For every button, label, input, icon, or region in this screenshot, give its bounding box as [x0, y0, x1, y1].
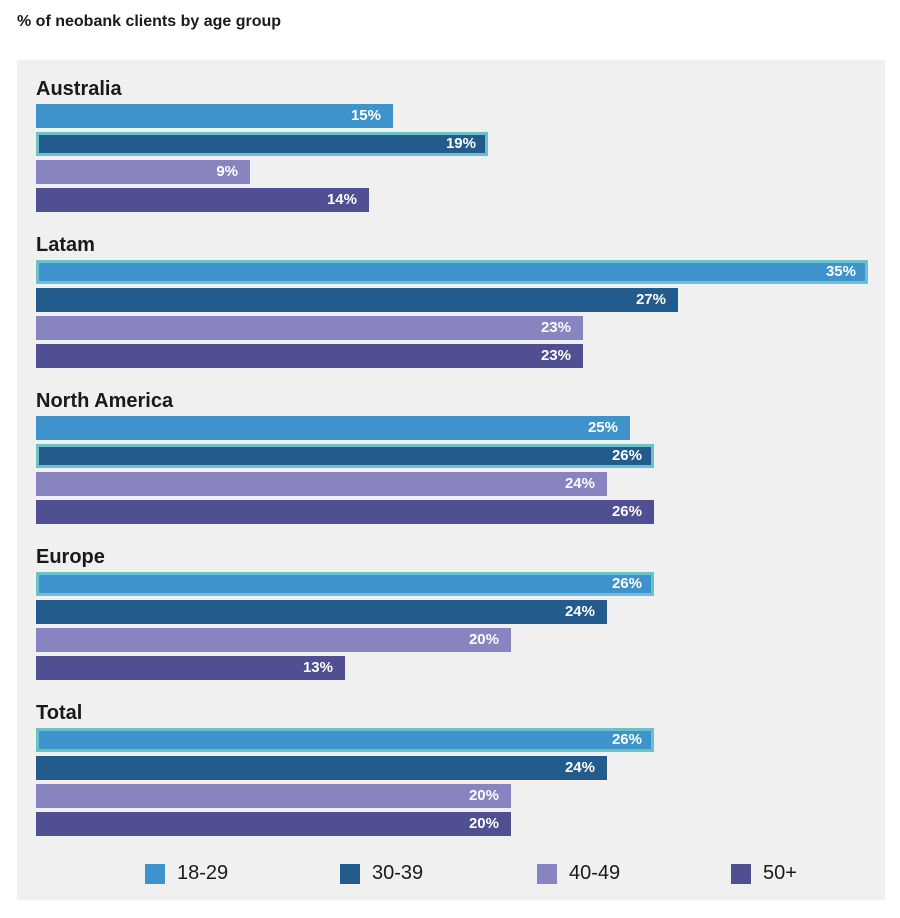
bar-value-label: 26% [611, 731, 642, 748]
bar-value-label: 24% [564, 759, 595, 776]
legend-label: 40-49 [569, 862, 621, 884]
bar-north-america-40-49: 24% [36, 472, 607, 496]
legend-label: 50+ [763, 862, 797, 884]
bar-value-label: 26% [611, 575, 642, 592]
bar-europe-30-39: 24% [36, 600, 607, 624]
legend-item-40-49: 40-49 [537, 862, 620, 885]
legend-swatch [145, 863, 165, 884]
legend-swatch [537, 863, 557, 884]
bar-europe-40-49: 20% [36, 628, 511, 652]
bar-australia-50+: 14% [36, 188, 369, 212]
bar-latam-40-49: 23% [36, 316, 583, 340]
bar-australia-40-49: 9% [36, 160, 250, 184]
bar-value-label: 24% [564, 603, 595, 620]
bar-north-america-50+: 26% [36, 500, 654, 524]
bar-value-label: 14% [326, 191, 357, 208]
bar-value-label: 26% [611, 447, 642, 464]
bar-value-label: 26% [611, 503, 642, 520]
legend-swatch [731, 863, 751, 884]
group-label-total: Total [36, 702, 83, 724]
bar-latam-30-39: 27% [36, 288, 678, 312]
bar-value-label: 20% [468, 631, 499, 648]
bar-value-label: 15% [350, 107, 381, 124]
bar-total-30-39: 24% [36, 756, 607, 780]
bar-value-label: 23% [540, 347, 571, 364]
group-label-australia: Australia [36, 78, 122, 100]
bar-total-18-29: 26% [36, 728, 654, 752]
bar-australia-30-39: 19% [36, 132, 488, 156]
bar-north-america-30-39: 26% [36, 444, 654, 468]
bar-value-label: 20% [468, 787, 499, 804]
legend-swatch [340, 863, 360, 884]
bar-latam-50+: 23% [36, 344, 583, 368]
legend-item-50+: 50+ [731, 862, 797, 885]
legend-item-30-39: 30-39 [340, 862, 423, 885]
bar-europe-50+: 13% [36, 656, 345, 680]
bar-value-label: 25% [587, 419, 618, 436]
group-label-europe: Europe [36, 546, 105, 568]
page-title: % of neobank clients by age group [17, 13, 282, 30]
bar-north-america-18-29: 25% [36, 416, 630, 440]
bar-value-label: 35% [825, 263, 856, 280]
bar-value-label: 9% [216, 163, 238, 180]
legend-item-18-29: 18-29 [145, 862, 228, 885]
legend-label: 30-39 [372, 862, 424, 884]
bar-value-label: 19% [445, 135, 476, 152]
bar-value-label: 23% [540, 319, 571, 336]
bar-latam-18-29: 35% [36, 260, 868, 284]
bar-value-label: 20% [468, 815, 499, 832]
bar-total-40-49: 20% [36, 784, 511, 808]
bar-value-label: 13% [302, 659, 333, 676]
bar-europe-18-29: 26% [36, 572, 654, 596]
bar-value-label: 27% [635, 291, 666, 308]
bar-australia-18-29: 15% [36, 104, 393, 128]
group-label-north-america: North America [36, 390, 174, 412]
bar-total-50+: 20% [36, 812, 511, 836]
bar-value-label: 24% [564, 475, 595, 492]
group-label-latam: Latam [36, 234, 95, 256]
legend-label: 18-29 [177, 862, 229, 884]
